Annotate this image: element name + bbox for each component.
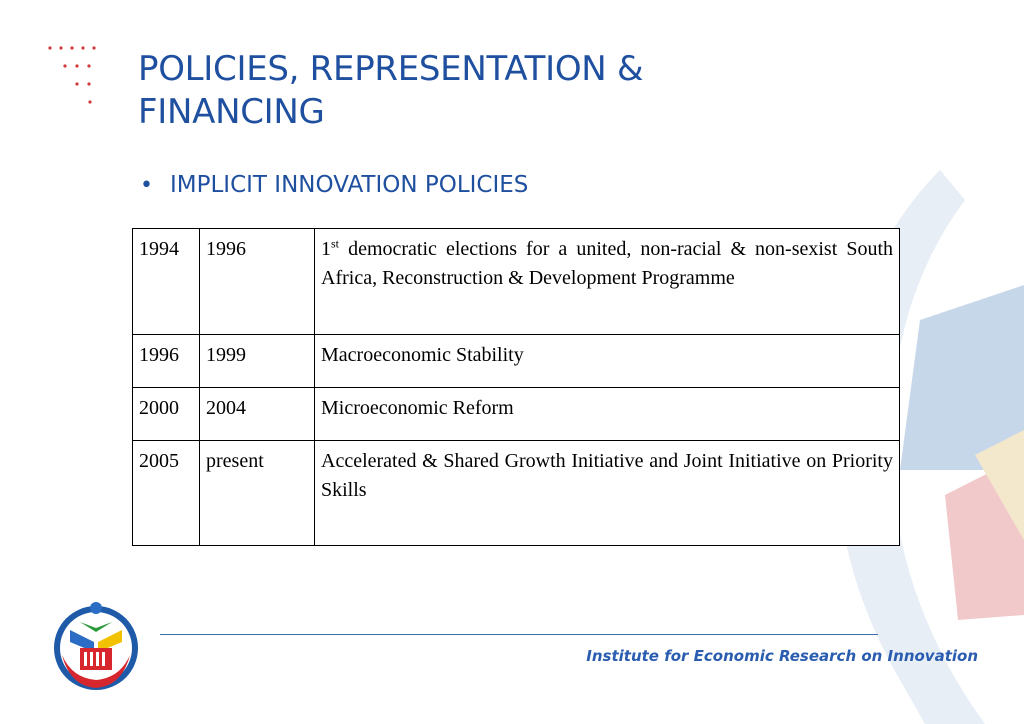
- red-dots-pattern-icon: [48, 46, 96, 104]
- table-row: 1996 1999 Macroeconomic Stability: [132, 334, 900, 388]
- slide-title: POLICIES, REPRESENTATION & FINANCING: [138, 49, 644, 132]
- background-tan-shard: [975, 430, 1024, 540]
- policies-table: 1994 1996 1st democratic elections for a…: [132, 228, 900, 546]
- footer-institute-name: Institute for Economic Research on Innov…: [586, 647, 978, 665]
- table-row: 2005 present Accelerated & Shared Growth…: [132, 440, 900, 546]
- background-blue-shard: [900, 285, 1024, 470]
- period-end-cell: 1999: [199, 334, 315, 388]
- ordinal-suffix: st: [331, 236, 340, 251]
- period-start-cell: 2000: [132, 387, 200, 441]
- policy-description-cell: Accelerated & Shared Growth Initiative a…: [314, 440, 900, 546]
- table-row: 1994 1996 1st democratic elections for a…: [132, 228, 900, 335]
- period-start-cell: 1996: [132, 334, 200, 388]
- period-start-cell: 1994: [132, 228, 200, 335]
- policy-description-cell: Microeconomic Reform: [314, 387, 900, 441]
- institute-logo-icon: [54, 602, 138, 690]
- period-end-cell: present: [199, 440, 315, 546]
- policy-description-cell: 1st democratic elections for a united, n…: [314, 228, 900, 335]
- footer-divider: [160, 634, 878, 635]
- period-start-cell: 2005: [132, 440, 200, 546]
- period-end-cell: 1996: [199, 228, 315, 335]
- period-end-cell: 2004: [199, 387, 315, 441]
- description-text: democratic elections for a united, non-r…: [321, 238, 893, 289]
- bullet-item: • IMPLICIT INNOVATION POLICIES: [140, 172, 528, 198]
- ordinal-number: 1: [321, 238, 331, 260]
- policy-description-cell: Macroeconomic Stability: [314, 334, 900, 388]
- table-row: 2000 2004 Microeconomic Reform: [132, 387, 900, 441]
- bullet-icon: •: [140, 172, 153, 198]
- bullet-text: IMPLICIT INNOVATION POLICIES: [170, 172, 529, 198]
